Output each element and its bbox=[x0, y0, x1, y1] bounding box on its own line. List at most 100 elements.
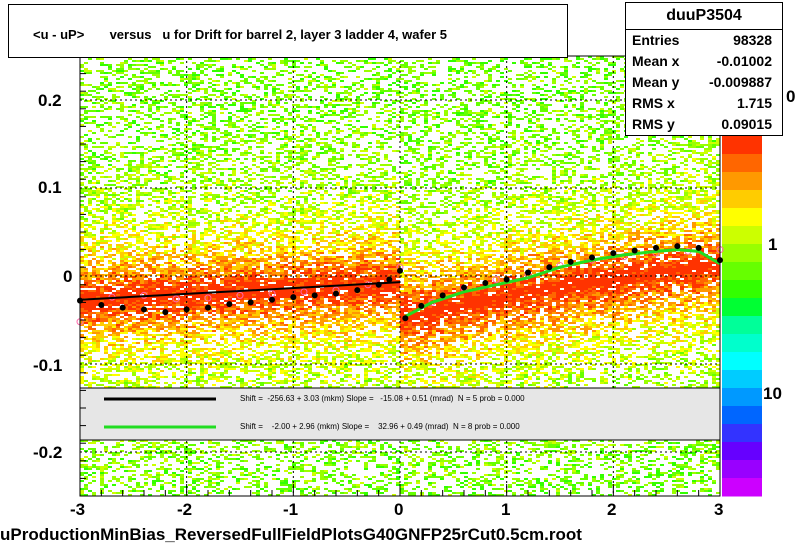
heat-cell bbox=[184, 150, 188, 152]
heat-cell bbox=[256, 194, 260, 196]
heat-cell bbox=[416, 106, 420, 108]
heat-cell bbox=[156, 160, 160, 162]
heat-cell bbox=[544, 202, 548, 204]
heat-cell bbox=[268, 186, 272, 188]
heat-cell bbox=[264, 88, 268, 90]
heat-cell bbox=[264, 206, 268, 208]
heat-cell bbox=[404, 176, 408, 178]
heat-cell bbox=[224, 168, 228, 170]
heat-cell bbox=[228, 132, 232, 134]
heat-cell bbox=[412, 86, 416, 88]
heat-cell bbox=[292, 64, 296, 66]
heat-cell bbox=[220, 76, 224, 78]
heat-cell bbox=[512, 62, 516, 64]
heat-cell bbox=[336, 130, 340, 132]
heat-cell bbox=[80, 144, 84, 146]
heat-cell bbox=[604, 208, 608, 210]
heat-cell bbox=[684, 168, 688, 170]
heat-cell bbox=[236, 130, 240, 132]
heat-cell bbox=[80, 142, 84, 144]
heat-cell bbox=[572, 132, 576, 134]
heat-cell bbox=[376, 94, 380, 96]
heat-cell bbox=[300, 78, 304, 80]
heat-cell bbox=[424, 194, 428, 196]
heat-cell bbox=[464, 106, 468, 108]
heat-cell bbox=[552, 196, 556, 198]
heat-cell bbox=[312, 190, 316, 192]
heat-cell bbox=[548, 62, 552, 64]
heat-cell bbox=[284, 202, 288, 204]
heat-cell bbox=[208, 58, 212, 60]
heat-cell bbox=[308, 66, 312, 68]
heat-cell bbox=[208, 98, 212, 100]
heat-cell bbox=[216, 196, 220, 198]
heat-cell bbox=[88, 190, 92, 192]
heat-cell bbox=[708, 182, 712, 184]
heat-cell bbox=[200, 62, 204, 64]
heat-cell bbox=[160, 126, 164, 128]
heat-cell bbox=[496, 114, 500, 116]
heat-cell bbox=[504, 176, 508, 178]
heat-cell bbox=[164, 172, 168, 174]
heat-cell bbox=[712, 140, 716, 142]
heat-cell bbox=[476, 166, 480, 168]
heat-cell bbox=[464, 198, 468, 200]
heat-cell bbox=[288, 72, 292, 74]
heat-cell bbox=[88, 110, 92, 112]
heat-cell bbox=[100, 154, 104, 156]
heat-cell bbox=[292, 70, 296, 72]
heat-cell bbox=[500, 98, 504, 100]
heat-cell bbox=[480, 68, 484, 70]
heat-cell bbox=[608, 108, 612, 110]
heat-cell bbox=[476, 154, 480, 156]
heat-cell bbox=[488, 156, 492, 158]
heat-cell bbox=[460, 108, 464, 110]
heat-cell bbox=[156, 126, 160, 128]
heat-cell bbox=[548, 118, 552, 120]
heat-cell bbox=[376, 176, 380, 178]
heat-cell bbox=[372, 188, 376, 190]
heat-cell bbox=[136, 110, 140, 112]
heat-cell bbox=[144, 64, 148, 66]
heat-cell bbox=[404, 142, 408, 144]
heat-cell bbox=[208, 94, 212, 96]
heat-cell bbox=[592, 128, 596, 130]
heat-cell bbox=[512, 132, 516, 134]
heat-cell bbox=[136, 76, 140, 78]
heat-cell bbox=[340, 110, 344, 112]
heat-cell bbox=[568, 162, 572, 164]
heat-cell bbox=[424, 102, 428, 104]
heat-cell bbox=[616, 174, 620, 176]
heat-cell bbox=[324, 104, 328, 106]
heat-cell bbox=[336, 176, 340, 178]
heat-cell bbox=[336, 138, 340, 140]
heat-cell bbox=[576, 114, 580, 116]
heat-cell bbox=[704, 170, 708, 172]
heat-cell bbox=[388, 70, 392, 72]
heat-cell bbox=[544, 104, 548, 106]
heat-cell bbox=[444, 160, 448, 162]
heat-cell bbox=[568, 188, 572, 190]
heat-cell bbox=[320, 198, 324, 200]
heat-cell bbox=[128, 204, 132, 206]
heat-cell bbox=[636, 194, 640, 196]
heat-cell bbox=[140, 154, 144, 156]
heat-cell bbox=[356, 144, 360, 146]
heat-cell bbox=[280, 62, 284, 64]
heat-cell bbox=[476, 188, 480, 190]
heat-cell bbox=[284, 162, 288, 164]
heat-cell bbox=[264, 186, 268, 188]
heat-cell bbox=[384, 100, 388, 102]
heat-cell bbox=[292, 60, 296, 62]
heat-cell bbox=[548, 58, 552, 60]
heat-cell bbox=[692, 160, 696, 162]
heat-cell bbox=[428, 146, 432, 148]
heat-cell bbox=[504, 102, 508, 104]
heat-cell bbox=[672, 158, 676, 160]
heat-cell bbox=[516, 152, 520, 154]
heat-cell bbox=[116, 168, 120, 170]
heat-cell bbox=[240, 104, 244, 106]
heat-cell bbox=[172, 144, 176, 146]
heat-cell bbox=[356, 100, 360, 102]
heat-cell bbox=[368, 58, 372, 60]
